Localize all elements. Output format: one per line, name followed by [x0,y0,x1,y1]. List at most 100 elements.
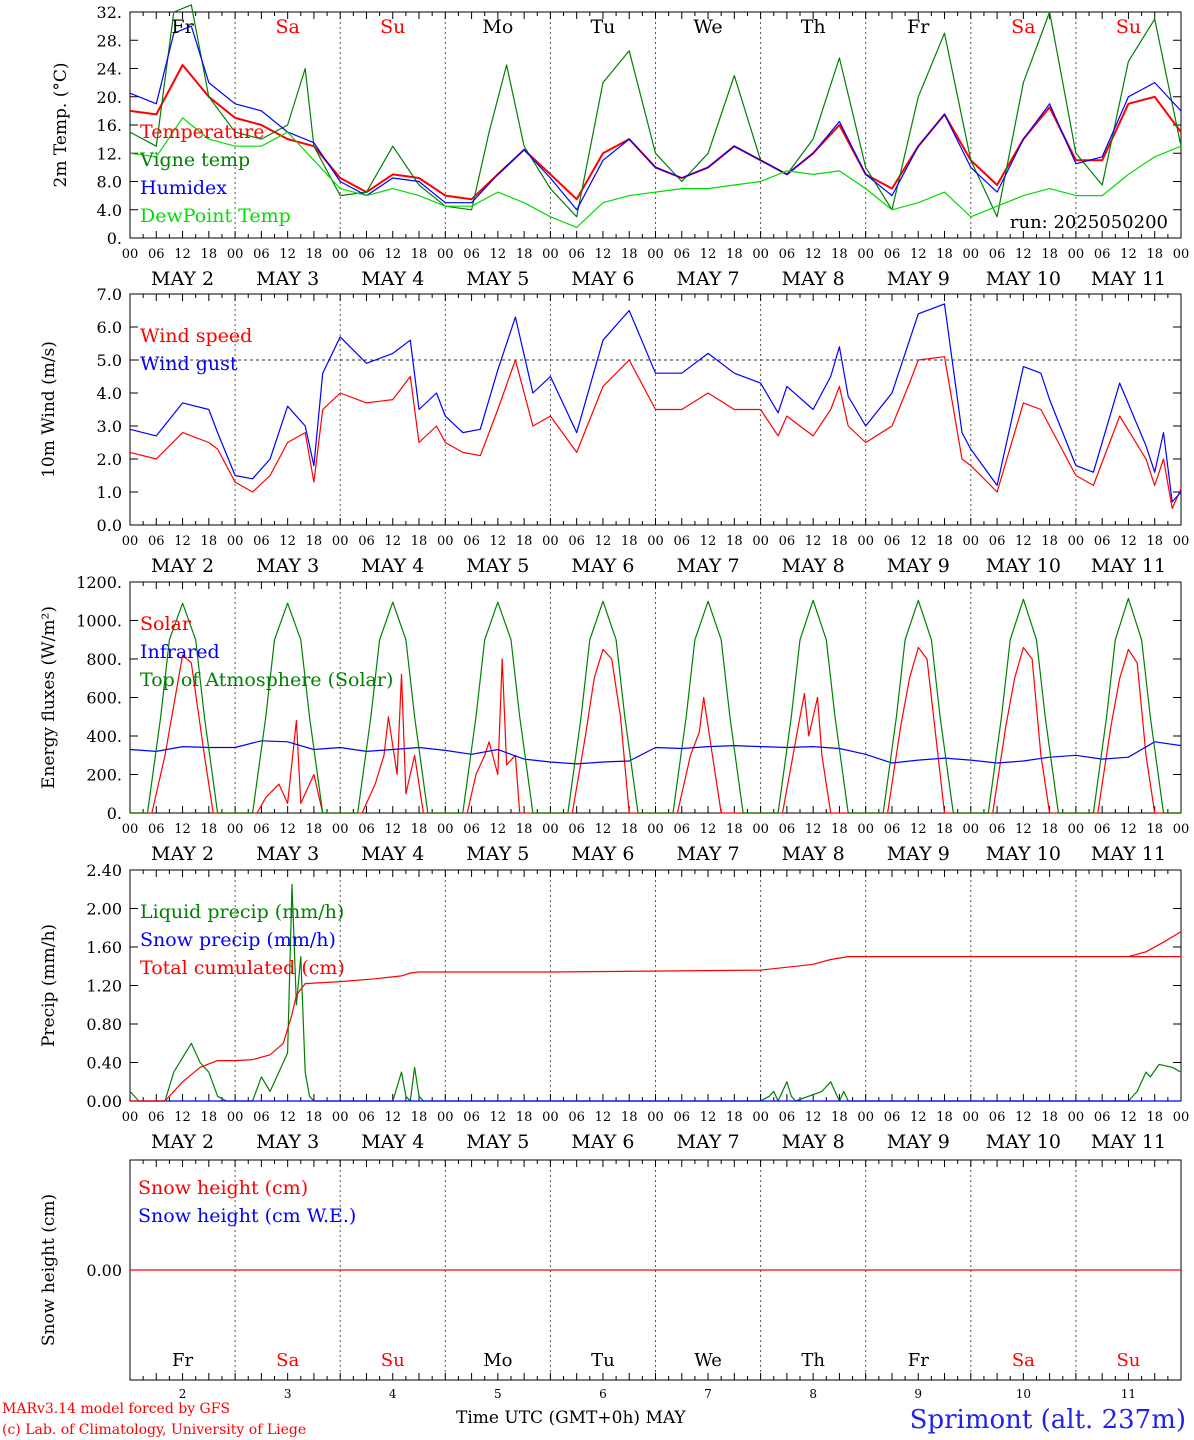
y-tick-label: 12. [97,144,122,163]
series-line-humidex [129,25,1182,211]
y-tick-label: 7.0 [97,285,122,304]
weekday-label: Fr [907,16,930,38]
hour-label: 12 [910,1110,927,1125]
hour-label: 00 [122,822,139,837]
y-tick-label: 0.40 [86,1054,122,1073]
hour-label: 12 [1120,534,1137,549]
hour-label: 12 [1120,822,1137,837]
hour-label: 12 [279,247,296,262]
date-label: MAY 5 [466,1131,529,1153]
weekday-label: Fr [172,1350,193,1371]
date-label: MAY 11 [1091,1131,1166,1153]
y-tick-label: 3.0 [97,417,122,436]
hour-label: 12 [384,534,401,549]
hour-label: 06 [568,822,585,837]
y-tick-label: 4.0 [97,384,122,403]
y-tick-label: 8.0 [97,173,122,192]
y-tick-label: 0.00 [86,1261,122,1280]
hour-label: 06 [989,1110,1006,1125]
hour-label: 12 [910,822,927,837]
date-label: MAY 11 [1091,555,1166,577]
legend-vigne-temp: Vigne temp [139,149,250,171]
hour-label: 06 [253,1110,270,1125]
y-tick-label: 2.0 [97,450,122,469]
weekday-label: Th [801,1350,825,1371]
x-axis-label: Time UTC (GMT+0h) MAY [456,1408,686,1428]
hour-label: 06 [884,1110,901,1125]
hour-label: 18 [1146,1110,1163,1125]
date-label: MAY 4 [361,268,424,290]
date-label: MAY 3 [256,1131,319,1153]
weekday-label: Mo [482,16,513,38]
hour-label: 12 [384,822,401,837]
date-label: MAY 10 [986,1131,1061,1153]
hour-label: 12 [174,822,191,837]
hour-label: 00 [332,534,349,549]
hour-label: 06 [989,247,1006,262]
panel-precip: 0.00 0.40 0.80 1.20 1.60 2.00 2.40 Precip (mm/h… [39,861,1189,1153]
hour-label: 06 [358,822,375,837]
date-label: MAY 2 [151,843,214,865]
day-number-label: 3 [284,1387,292,1401]
weekday-label: Tu [590,16,615,38]
hour-label: 12 [174,534,191,549]
hour-label: 06 [253,534,270,549]
hour-label: 00 [542,822,559,837]
y-tick-label: 200. [86,766,122,785]
credit-line-2: (c) Lab. of Climatology, University of L… [2,1422,306,1438]
hour-label: 18 [201,1110,218,1125]
date-label: MAY 10 [986,555,1061,577]
date-label: MAY 11 [1091,268,1166,290]
hour-label: 12 [700,534,717,549]
hour-label: 12 [805,1110,822,1125]
panel-wind: 0.0 1.0 2.0 3.0 4.0 5.0 6.0 7.0 10m Wind (m/s) Wi… [39,285,1189,577]
hour-label: 18 [201,534,218,549]
day-number-label: 5 [494,1387,502,1401]
y-tick-label: 1200. [76,573,122,592]
hour-label: 18 [201,822,218,837]
weekday-label: Fr [171,16,194,38]
hour-label: 18 [831,247,848,262]
date-label: MAY 5 [466,555,529,577]
date-label: MAY 10 [986,843,1061,865]
date-label: MAY 9 [887,268,950,290]
hour-label: 06 [568,534,585,549]
hour-label: 06 [148,822,165,837]
weekday-label: Su [1116,16,1141,38]
hour-label: 12 [1015,247,1032,262]
y-tick-label: 2.40 [86,861,122,880]
hour-label: 06 [568,247,585,262]
hour-label: 18 [516,247,533,262]
weekday-label: Mo [483,1350,512,1371]
hour-label: 00 [647,247,664,262]
day-number-label: 10 [1016,1387,1031,1401]
hour-label: 12 [1015,534,1032,549]
date-label: MAY 7 [677,268,740,290]
hour-label: 12 [805,822,822,837]
date-label: MAY 8 [782,843,845,865]
hour-label: 18 [726,822,743,837]
y-tick-label: 32. [97,3,122,22]
hour-label: 06 [358,1110,375,1125]
hour-label: 12 [1015,1110,1032,1125]
hour-label: 12 [910,247,927,262]
hour-label: 18 [411,822,428,837]
hour-label: 00 [542,247,559,262]
hour-label: 00 [752,1110,769,1125]
hour-label: 18 [411,1110,428,1125]
hour-label: 00 [963,1110,980,1125]
y-tick-label: 24. [97,60,122,79]
hour-label: 00 [122,534,139,549]
date-label: MAY 5 [466,268,529,290]
panel-snow: 0.00 Snow height (cm) Snow height (cm) Snow… [39,1159,1182,1401]
hour-label: 12 [595,1110,612,1125]
legend-snow-height-cm-: Snow height (cm) [138,1177,308,1199]
hour-label: 18 [726,534,743,549]
hour-label: 12 [1120,247,1137,262]
hour-label: 06 [779,1110,796,1125]
hour-label: 18 [306,822,323,837]
date-label: MAY 8 [782,555,845,577]
hour-label: 18 [1146,822,1163,837]
date-label: MAY 3 [256,268,319,290]
hour-label: 00 [542,534,559,549]
